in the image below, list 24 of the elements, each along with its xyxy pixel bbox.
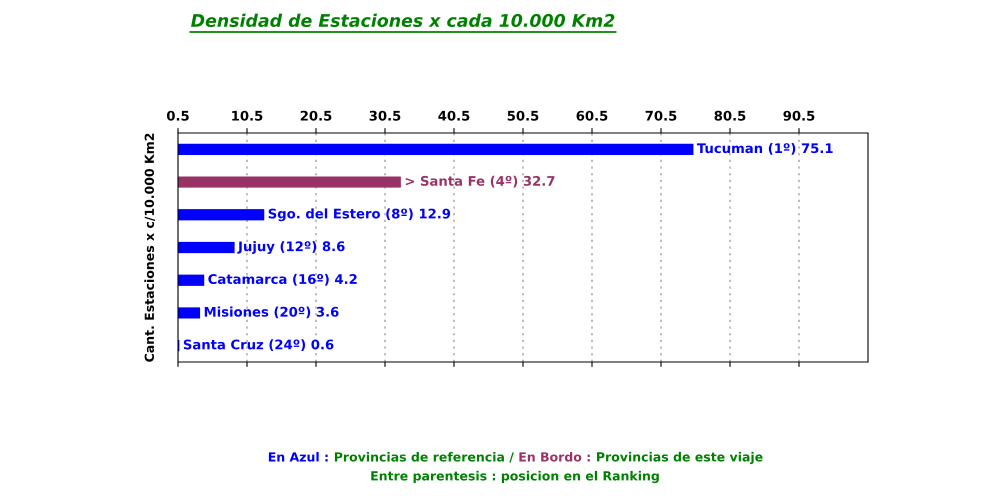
data-label: Santa Cruz (24º) 0.6 <box>184 339 334 352</box>
text: Provincias de referencia / <box>334 452 514 463</box>
x-tick-label: 20.5 <box>300 110 332 121</box>
x-tick-label: 40.5 <box>438 110 470 121</box>
x-tick-label: 90.5 <box>783 110 814 121</box>
data-label: Sgo. del Estero (8º) 12.9 <box>268 208 450 222</box>
text: En Bordo : <box>519 452 590 462</box>
text: Provincias de este viaje <box>597 452 763 464</box>
chart-title: Densidad de Estaciones x cada 10.000 Km2 <box>191 14 614 28</box>
x-tick-label: 50.5 <box>508 110 538 121</box>
data-label: Catamarca (16º) 4.2 <box>208 274 357 286</box>
text: En Azul : <box>268 452 328 462</box>
x-tick-label: 10.5 <box>232 110 262 121</box>
x-tick-label: 0.5 <box>166 110 189 121</box>
data-label: Misiones (20º) 3.6 <box>204 306 339 318</box>
x-tick-label: 30.5 <box>370 110 400 121</box>
y-axis-title: Cant. Estaciones x c/10.000 Km2 <box>144 134 156 362</box>
text: Entre parentesis : posicion en el Ranking <box>371 470 659 484</box>
data-label: Jujuy (12º) 8.6 <box>237 241 345 254</box>
data-label: Tucuman (1º) 75.1 <box>696 142 833 155</box>
x-tick-label: 80.5 <box>714 110 746 121</box>
x-tick-label: 60.5 <box>576 110 608 121</box>
x-tick-label: 70.5 <box>646 110 676 121</box>
data-label: > Santa Fe (4º) 32.7 <box>406 176 554 188</box>
